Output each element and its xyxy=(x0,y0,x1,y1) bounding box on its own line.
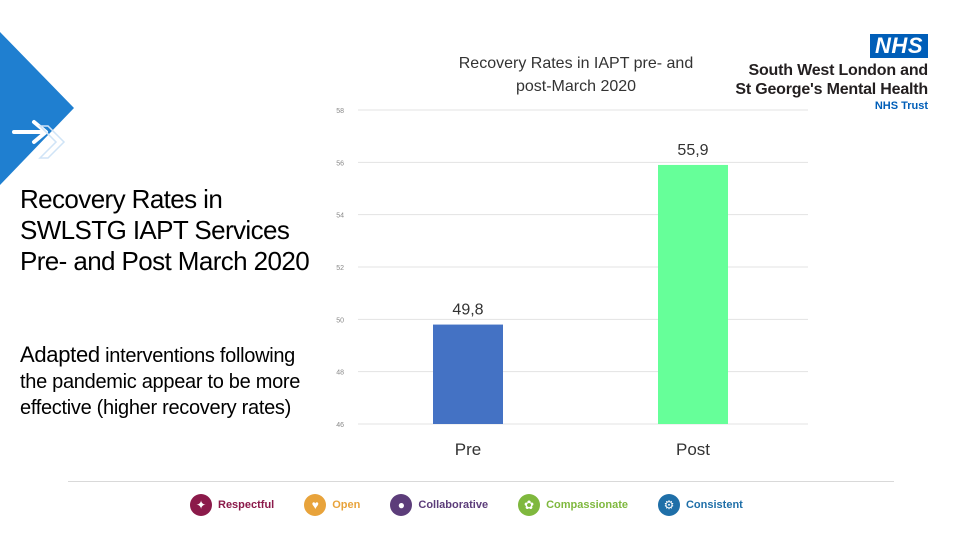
value-open: ♥ Open xyxy=(304,494,360,516)
value-consistent: ⚙ Consistent xyxy=(657,494,743,516)
data-label: 55,9 xyxy=(677,142,708,159)
slide-body: Adapted interventions following the pand… xyxy=(20,342,310,421)
category-label: Post xyxy=(676,440,710,459)
cog-icon: ⚙ xyxy=(657,494,680,516)
hands-icon: ✿ xyxy=(518,494,541,516)
arrow-icon xyxy=(12,120,66,159)
heart-icon: ♥ xyxy=(304,494,327,516)
value-label: Open xyxy=(332,499,361,511)
value-compassionate: ✿ Compassionate xyxy=(518,494,628,516)
bar-pre xyxy=(433,324,503,424)
y-tick-label: 50 xyxy=(336,317,344,324)
value-label: Compassionate xyxy=(546,499,628,511)
bar-post xyxy=(658,164,728,424)
logo-trust: NHS Trust xyxy=(874,100,928,112)
y-tick-label: 58 xyxy=(336,108,344,115)
slide-body-rest: interventions following the pandemic app… xyxy=(20,345,301,419)
value-respectful: ✦ Respectful xyxy=(190,494,274,516)
handshake-icon: ✦ xyxy=(190,494,212,516)
y-tick-label: 48 xyxy=(336,370,344,377)
footer-divider xyxy=(68,481,894,482)
data-label: 49,8 xyxy=(452,302,483,319)
logo-org-line2: St George's Mental Health xyxy=(735,81,928,98)
value-collaborative: ● Collaborative xyxy=(390,494,488,516)
decorative-blue-chevron xyxy=(0,32,74,185)
value-label: Respectful xyxy=(218,499,275,511)
slide-title: Recovery Rates in SWLSTG IAPT Services P… xyxy=(20,184,310,276)
y-tick-label: 56 xyxy=(336,160,344,167)
nhs-trust-logo: NHS South West London and St George's Me… xyxy=(735,34,928,113)
value-label: Collaborative xyxy=(418,499,489,511)
trust-values-bar: ✦ Respectful ♥ Open ● Collaborative ✿ Compassio… xyxy=(190,494,773,516)
y-tick-label: 46 xyxy=(336,422,344,429)
logo-org-line1: South West London and xyxy=(748,62,929,79)
chart-title: Recovery Rates in IAPT pre- and post-Marc… xyxy=(459,55,693,95)
value-label: Consistent xyxy=(685,499,743,511)
slide-body-first-word: Adapted xyxy=(20,342,100,367)
nhs-logo-box: NHS xyxy=(870,34,928,58)
people-icon: ● xyxy=(390,494,413,516)
y-tick-label: 54 xyxy=(336,213,344,220)
y-tick-label: 52 xyxy=(336,265,344,272)
category-label: Pre xyxy=(455,440,481,459)
